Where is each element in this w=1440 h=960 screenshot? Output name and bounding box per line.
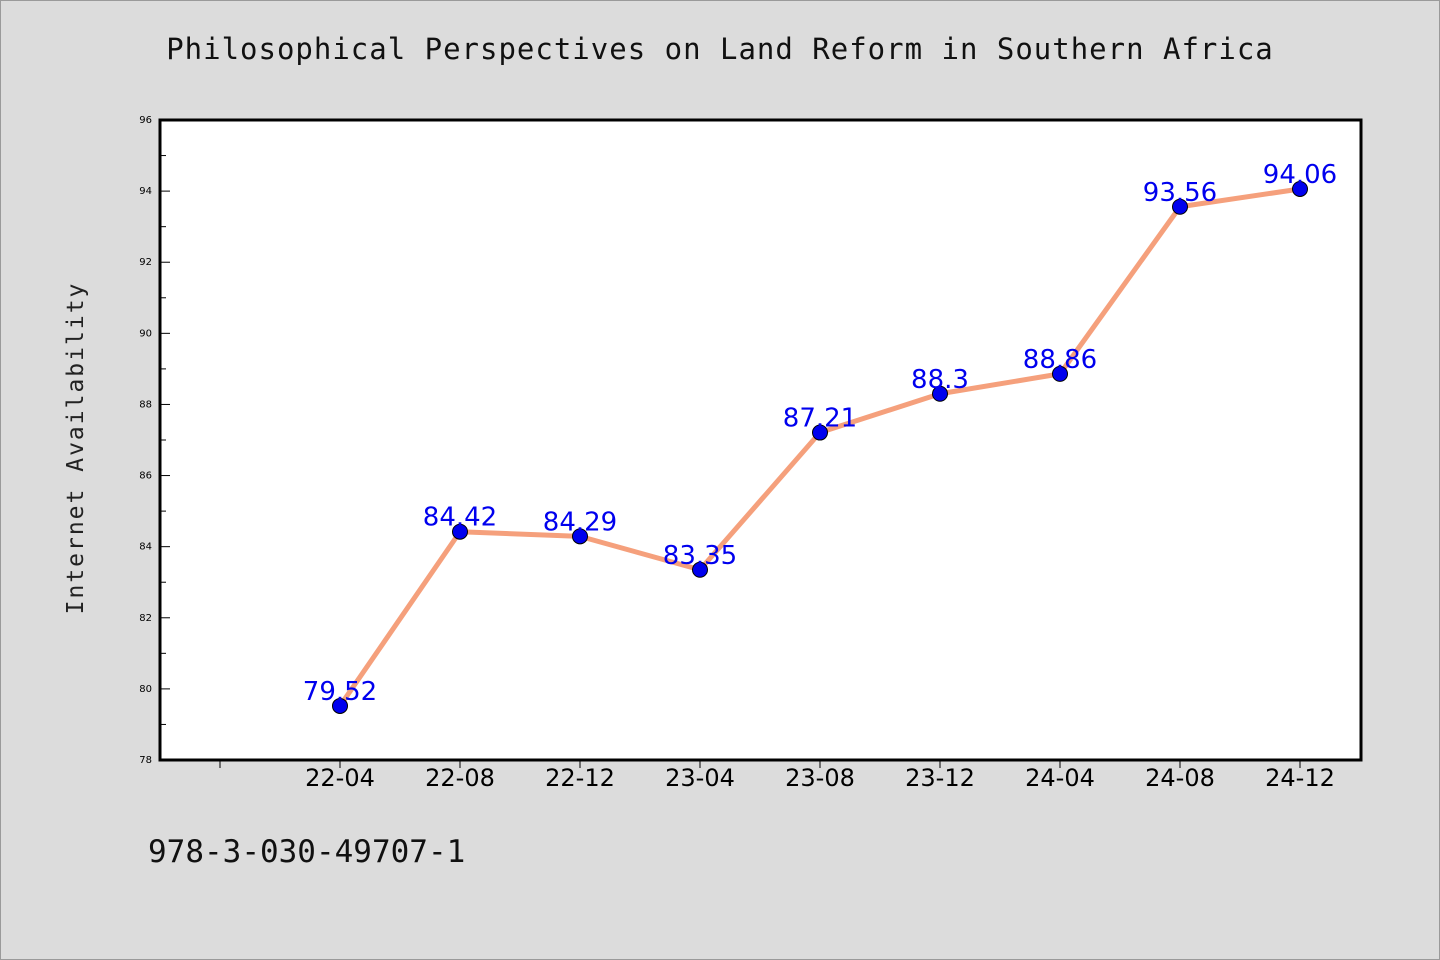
- isbn-label: 978-3-030-49707-1: [148, 834, 466, 870]
- y-tick-label: 96: [139, 115, 152, 126]
- chart-title: Philosophical Perspectives on Land Refor…: [166, 32, 1274, 66]
- x-tick-label: 24-08: [1145, 764, 1215, 792]
- x-tick-label: 23-12: [905, 764, 975, 792]
- data-point: [572, 528, 588, 545]
- x-tick-label: 22-12: [545, 764, 615, 792]
- y-tick-label: 94: [139, 186, 152, 197]
- data-label: 93.56: [1143, 178, 1217, 208]
- data-label: 79.52: [303, 677, 377, 707]
- x-tick-label: 22-04: [305, 764, 375, 792]
- x-tick-label: 24-12: [1265, 764, 1335, 792]
- data-label: 88.86: [1023, 345, 1097, 375]
- x-tick-label: 24-04: [1025, 764, 1095, 792]
- data-point: [1172, 198, 1188, 215]
- x-tick-label: 23-08: [785, 764, 855, 792]
- y-tick-label: 80: [139, 684, 152, 695]
- y-tick-label: 86: [139, 471, 152, 482]
- plot-frame: [158, 118, 1363, 762]
- data-label: 94.06: [1263, 160, 1337, 190]
- data-point: [1052, 365, 1068, 382]
- data-point: [812, 424, 828, 441]
- data-point: [932, 385, 948, 402]
- y-tick-label: 92: [139, 257, 152, 268]
- data-label: 83.35: [663, 541, 737, 571]
- y-tick-label: 84: [139, 542, 152, 553]
- y-tick-label: 78: [139, 755, 152, 766]
- data-point: [452, 523, 468, 540]
- data-label: 88.3: [911, 365, 969, 395]
- data-point: [692, 561, 708, 578]
- data-point: [1292, 180, 1308, 197]
- data-label: 84.29: [543, 507, 617, 537]
- y-tick-label: 82: [139, 613, 152, 624]
- y-tick-label: 88: [139, 399, 152, 410]
- x-tick-label: 22-08: [425, 764, 495, 792]
- data-point: [332, 697, 348, 714]
- y-tick-label: 90: [139, 328, 152, 339]
- data-label: 84.42: [423, 503, 497, 533]
- x-tick-label: 23-04: [665, 764, 735, 792]
- data-label: 87.21: [783, 404, 857, 434]
